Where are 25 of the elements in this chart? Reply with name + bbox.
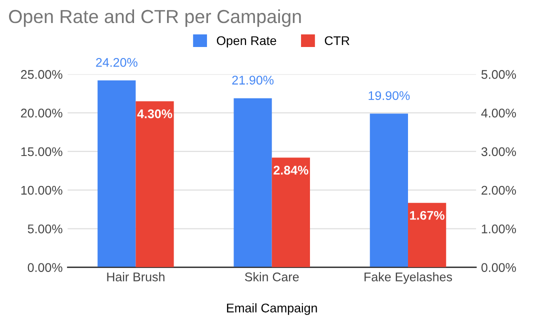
data-label: 24.20% bbox=[96, 58, 138, 67]
data-label: 4.30% bbox=[137, 109, 172, 118]
x-tick-label: Hair Brush bbox=[107, 272, 164, 282]
legend-label: Open Rate bbox=[216, 36, 276, 48]
x-tick-label: Fake Eyelashes bbox=[364, 272, 452, 284]
x-axis-title: Email Campaign bbox=[227, 303, 317, 315]
y2-tick-label: 4.00% bbox=[481, 108, 516, 118]
y-tick-label: 25.00% bbox=[21, 70, 62, 79]
data-label: 2.84% bbox=[274, 166, 308, 175]
data-label: 21.90% bbox=[232, 76, 274, 85]
y-tick-label: 10.00% bbox=[21, 186, 62, 195]
chart-title: Open Rate and CTR per Campaign bbox=[9, 9, 301, 27]
x-tick-label: Skin Care bbox=[244, 272, 299, 282]
y2-tick-label: 5.00% bbox=[481, 70, 516, 79]
y2-tick-label: 2.00% bbox=[482, 186, 516, 195]
legend-label: CTR bbox=[324, 36, 350, 46]
data-label: 19.90% bbox=[368, 91, 410, 100]
y-tick-label: 5.00% bbox=[28, 224, 62, 234]
data-label: 1.67% bbox=[410, 210, 444, 220]
y-tick-label: 15.00% bbox=[21, 147, 62, 156]
y2-tick-label: 1.00% bbox=[482, 224, 516, 234]
y-tick-label: 0.00% bbox=[28, 263, 62, 272]
y2-tick-label: 3.00% bbox=[481, 147, 516, 156]
y-tick-label: 20.00% bbox=[21, 108, 62, 118]
y2-tick-label: 0.00% bbox=[481, 263, 516, 272]
